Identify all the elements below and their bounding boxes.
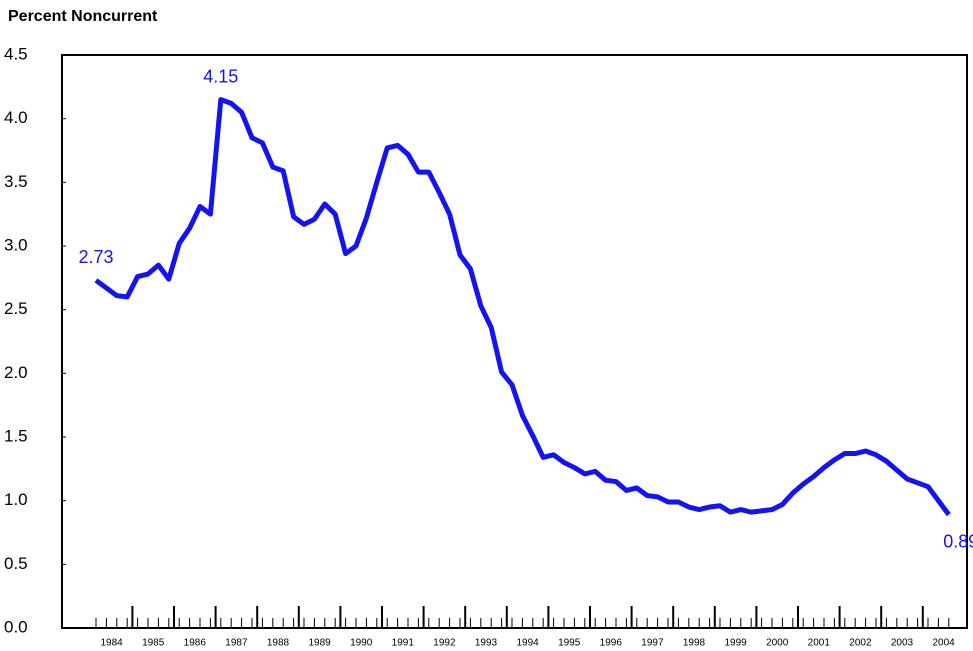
x-tick-label: 1988 — [267, 638, 290, 649]
x-tick-label: 1986 — [184, 638, 207, 649]
x-tick-label: 1996 — [600, 638, 623, 649]
y-tick-label: 3.0 — [4, 235, 28, 254]
x-tick-label: 1999 — [724, 638, 747, 649]
x-tick-label: 1993 — [475, 638, 498, 649]
plot-frame — [61, 54, 968, 629]
chart-title: Percent Noncurrent — [8, 8, 158, 25]
x-tick-label: 1991 — [392, 638, 415, 649]
x-tick-label: 2003 — [891, 638, 914, 649]
x-tick-label: 1997 — [641, 638, 664, 649]
x-tick-label: 2002 — [849, 638, 872, 649]
x-tick-label: 1990 — [350, 638, 373, 649]
y-tick-label: 2.0 — [4, 363, 28, 382]
y-tick-label: 4.0 — [4, 108, 28, 127]
data-label: 2.73 — [78, 247, 113, 267]
x-tick-label: 1994 — [516, 638, 539, 649]
x-tick-label: 1995 — [558, 638, 581, 649]
data-label: 4.15 — [203, 66, 238, 86]
x-tick-label: 2000 — [766, 638, 789, 649]
x-tick-label: 2001 — [808, 638, 831, 649]
line-series — [94, 97, 951, 517]
y-tick-label: 2.5 — [4, 299, 28, 318]
x-tick-label: 1992 — [433, 638, 456, 649]
x-tick-label: 1985 — [142, 638, 165, 649]
data-label: 0.89 — [943, 531, 973, 551]
y-tick-label: 3.5 — [4, 172, 28, 191]
x-tick-label: 1984 — [100, 638, 123, 649]
y-tick-label: 0.5 — [4, 554, 28, 573]
y-tick-label: 1.0 — [4, 490, 28, 509]
x-tick-label: 1987 — [225, 638, 248, 649]
x-tick-label: 1998 — [683, 638, 706, 649]
x-tick-label: 1989 — [308, 638, 331, 649]
y-tick-label: 4.5 — [4, 44, 28, 63]
y-tick-label: 1.5 — [4, 426, 28, 445]
y-tick-label: 0.0 — [4, 617, 28, 636]
x-tick-label: 2004 — [932, 638, 955, 649]
